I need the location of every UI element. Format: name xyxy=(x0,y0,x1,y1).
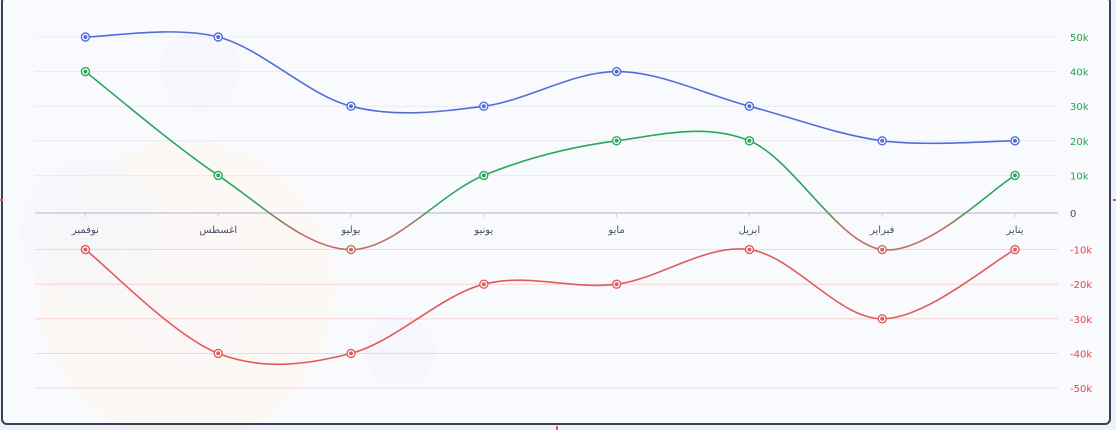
y-tick-label: -10k xyxy=(1070,246,1092,257)
y-tick-label: -50k xyxy=(1070,384,1092,395)
y-tick-label: 0 xyxy=(1070,209,1076,220)
edge-marker-bottom xyxy=(556,426,558,430)
series-points xyxy=(80,32,1020,359)
series-line xyxy=(84,248,1016,366)
y-tick-label: 40k xyxy=(1070,68,1089,79)
data-point[interactable] xyxy=(1010,170,1020,181)
x-tick-label: فبراير xyxy=(869,225,895,236)
y-tick-label: -30k xyxy=(1070,315,1092,326)
data-point[interactable] xyxy=(877,244,887,255)
y-tick-label: 20k xyxy=(1070,137,1089,148)
x-tick-label: نوفمبر xyxy=(71,225,99,236)
data-point[interactable] xyxy=(80,66,91,77)
series-line xyxy=(85,31,1016,145)
grid-lines xyxy=(35,36,1058,389)
data-point[interactable] xyxy=(346,244,356,255)
data-point[interactable] xyxy=(1010,244,1020,255)
x-axis-labels: يناير فبراير ابريل مايو يونيو يوليو اغسطس نوفمب… xyxy=(71,213,1024,236)
data-point[interactable] xyxy=(744,136,755,146)
data-point[interactable] xyxy=(80,32,91,42)
data-point[interactable] xyxy=(479,101,489,111)
data-point[interactable] xyxy=(346,101,356,111)
x-tick-label: اغسطس xyxy=(199,225,237,236)
data-point[interactable] xyxy=(346,348,356,359)
data-point[interactable] xyxy=(213,170,223,181)
edge-marker-right xyxy=(1113,199,1116,201)
data-point[interactable] xyxy=(877,314,887,324)
series-line xyxy=(84,70,1016,251)
data-point[interactable] xyxy=(611,279,622,289)
x-tick-label: يونيو xyxy=(473,225,493,236)
y-tick-label: 30k xyxy=(1070,102,1089,113)
y-axis-labels: 50k 40k 30k 20k 10k 0 -10k -20k -30k -40k -50k xyxy=(1070,33,1092,395)
y-tick-label: 10k xyxy=(1070,171,1089,182)
data-point[interactable] xyxy=(1010,136,1020,146)
edge-marker-left xyxy=(0,199,3,201)
data-point[interactable] xyxy=(877,136,887,146)
data-point[interactable] xyxy=(744,244,755,255)
x-tick-label: مايو xyxy=(607,225,624,236)
data-point[interactable] xyxy=(213,32,223,42)
data-point[interactable] xyxy=(213,348,223,359)
data-point[interactable] xyxy=(611,136,622,146)
y-tick-label: -40k xyxy=(1070,349,1092,360)
data-point[interactable] xyxy=(479,279,489,289)
x-tick-label: ابريل xyxy=(739,225,760,236)
data-point[interactable] xyxy=(744,101,755,111)
data-point[interactable] xyxy=(80,244,91,255)
data-point[interactable] xyxy=(479,170,489,181)
line-chart: 50k 40k 30k 20k 10k 0 -10k -20k -30k -40k -50k ينا… xyxy=(35,31,1092,395)
x-tick-label: يناير xyxy=(1005,225,1023,236)
data-point[interactable] xyxy=(611,66,622,77)
series-lines xyxy=(84,31,1016,366)
y-tick-label: -20k xyxy=(1070,280,1092,291)
x-tick-label: يوليو xyxy=(340,225,360,236)
y-tick-label: 50k xyxy=(1070,33,1089,44)
